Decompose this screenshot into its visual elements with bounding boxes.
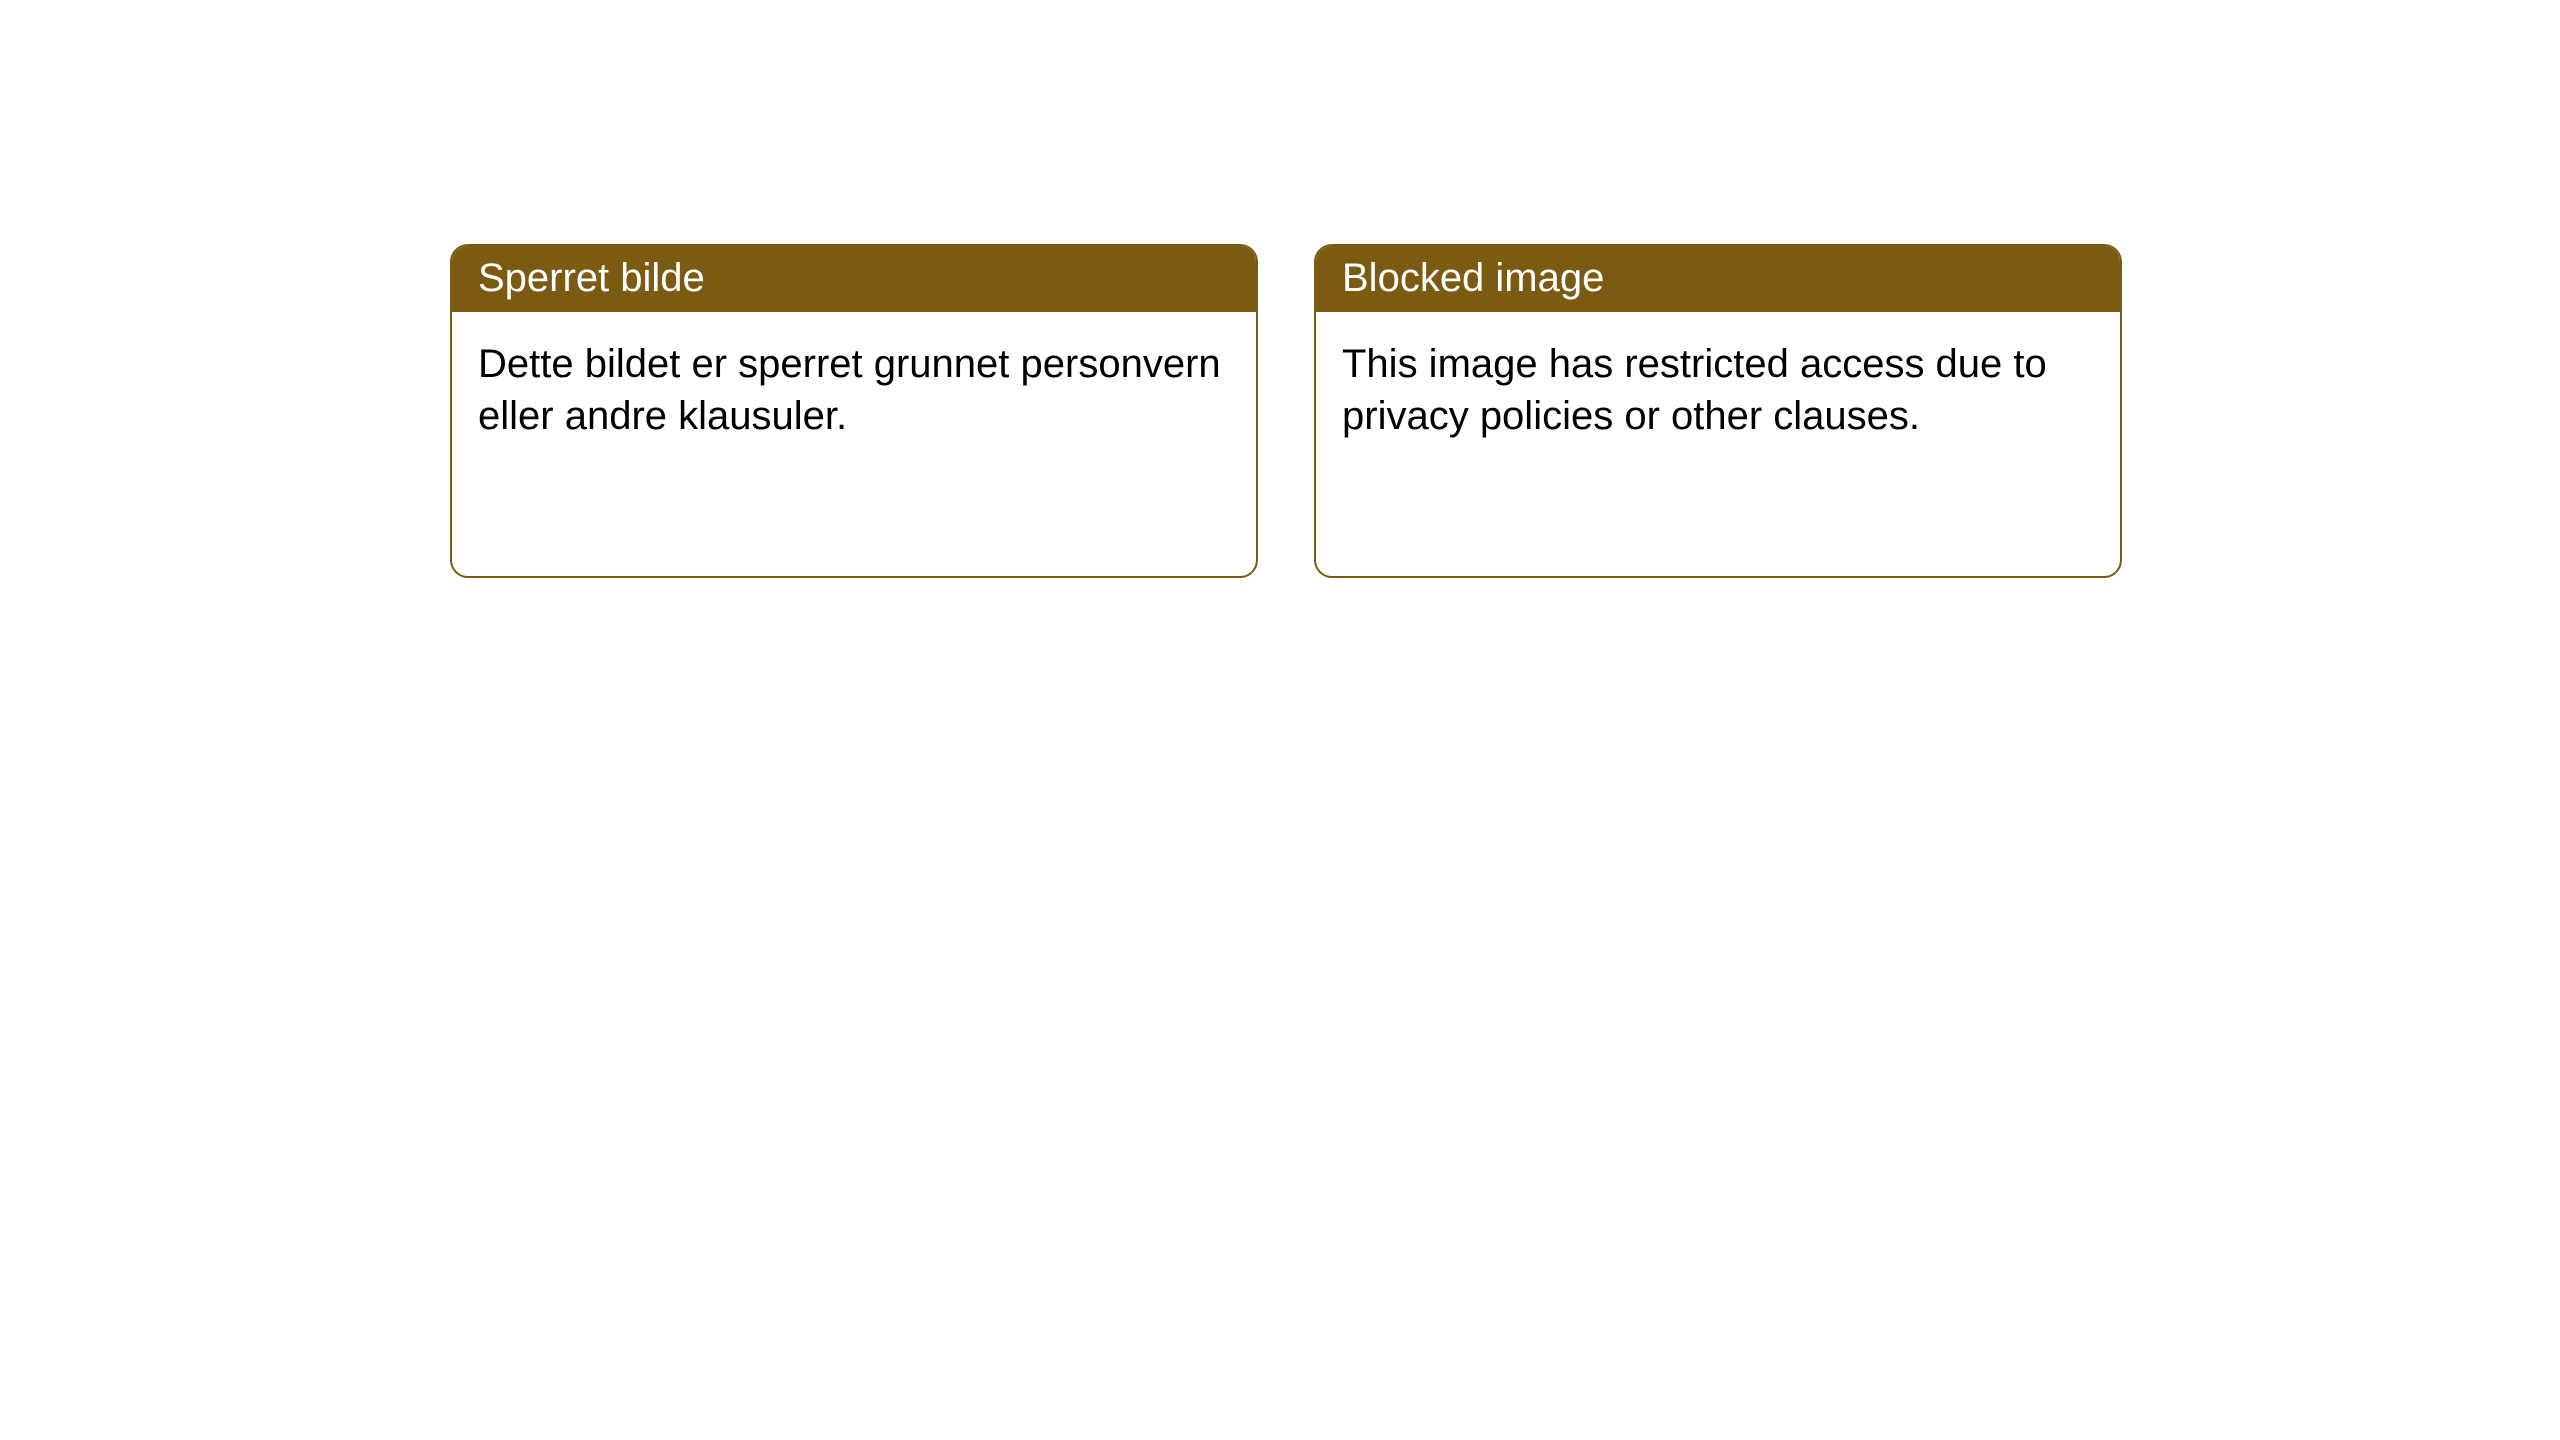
notice-body-norwegian: Dette bildet er sperret grunnet personve… bbox=[452, 312, 1256, 468]
notice-box-english: Blocked image This image has restricted … bbox=[1314, 244, 2122, 578]
notice-body-english: This image has restricted access due to … bbox=[1316, 312, 2120, 468]
notice-header-norwegian: Sperret bilde bbox=[452, 246, 1256, 312]
notice-box-norwegian: Sperret bilde Dette bildet er sperret gr… bbox=[450, 244, 1258, 578]
notice-container: Sperret bilde Dette bildet er sperret gr… bbox=[0, 0, 2560, 578]
notice-header-english: Blocked image bbox=[1316, 246, 2120, 312]
